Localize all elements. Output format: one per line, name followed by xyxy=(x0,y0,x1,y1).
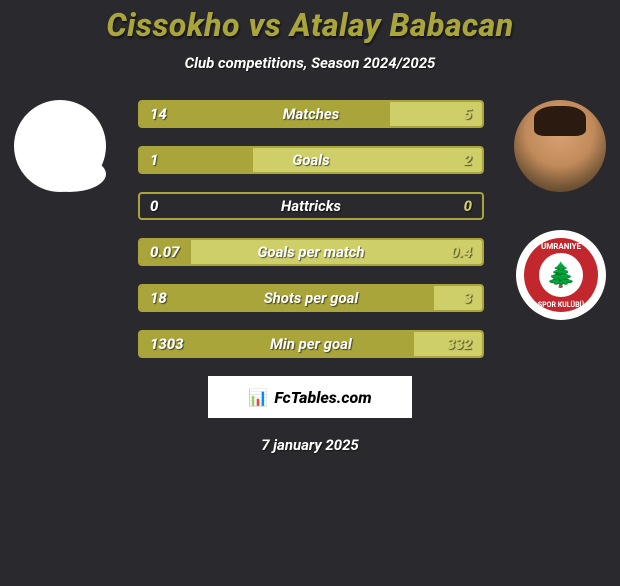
stat-row: 1303 332 Min per goal xyxy=(138,330,484,358)
stat-row: 14 5 Matches xyxy=(138,100,484,128)
stat-value-left: 18 xyxy=(150,289,167,307)
stat-label: Shots per goal xyxy=(264,289,359,307)
stat-label: Matches xyxy=(283,105,340,123)
player-right-avatar xyxy=(514,100,606,192)
date-text: 7 january 2025 xyxy=(261,436,359,454)
player-left-club-badge xyxy=(32,156,106,192)
stat-label: Goals per match xyxy=(257,243,364,261)
club-badge-center: 🌲 xyxy=(539,253,583,297)
stat-value-left: 0 xyxy=(150,197,158,215)
stat-row: 0 0 Hattricks xyxy=(138,192,484,220)
stat-value-right: 0.4 xyxy=(451,243,472,261)
tree-icon: 🌲 xyxy=(546,261,576,289)
stat-value-right: 0 xyxy=(464,197,472,215)
bar-left-fill xyxy=(140,102,390,126)
stat-value-left: 14 xyxy=(150,105,167,123)
date-line: 7 january 2025 xyxy=(0,436,620,454)
bar-right-fill xyxy=(434,286,482,310)
face-icon xyxy=(514,100,606,192)
stat-value-left: 1303 xyxy=(150,335,184,353)
page-title: Cissokho vs Atalay Babacan xyxy=(0,6,620,44)
player-right-club-badge: UMRANIYE 🌲 SPOR KULÜBÜ xyxy=(516,230,606,320)
stat-bars: 14 5 Matches 1 2 Goals 0 0 Hattricks 0.07 0.4 Goals… xyxy=(138,100,484,358)
bar-right-fill xyxy=(253,148,482,172)
stat-label: Goals xyxy=(292,151,329,169)
club-ring-bottom: SPOR KULÜBÜ xyxy=(538,301,584,309)
branding-box: 📊 FcTables.com xyxy=(208,376,412,418)
stat-label: Hattricks xyxy=(281,197,341,215)
branding-text: FcTables.com xyxy=(274,388,371,407)
stat-value-right: 2 xyxy=(464,151,472,169)
chart-icon: 📊 xyxy=(248,388,268,407)
stat-value-left: 1 xyxy=(150,151,158,169)
stat-value-right: 3 xyxy=(464,289,472,307)
stat-value-right: 5 xyxy=(464,105,472,123)
club-badge-ring: UMRANIYE 🌲 SPOR KULÜBÜ xyxy=(524,238,598,312)
stat-row: 18 3 Shots per goal xyxy=(138,284,484,312)
comparison-content: UMRANIYE 🌲 SPOR KULÜBÜ 14 5 Matches 1 2 Goals… xyxy=(0,100,620,358)
stat-value-right: 332 xyxy=(447,335,472,353)
stat-value-left: 0.07 xyxy=(150,243,179,261)
subtitle-text: Club competitions, Season 2024/2025 xyxy=(185,54,436,72)
club-ring-top: UMRANIYE xyxy=(541,242,581,251)
stat-row: 0.07 0.4 Goals per match xyxy=(138,238,484,266)
stat-row: 1 2 Goals xyxy=(138,146,484,174)
title-text: Cissokho vs Atalay Babacan xyxy=(106,6,513,44)
subtitle: Club competitions, Season 2024/2025 xyxy=(0,54,620,72)
stat-label: Min per goal xyxy=(270,335,352,353)
